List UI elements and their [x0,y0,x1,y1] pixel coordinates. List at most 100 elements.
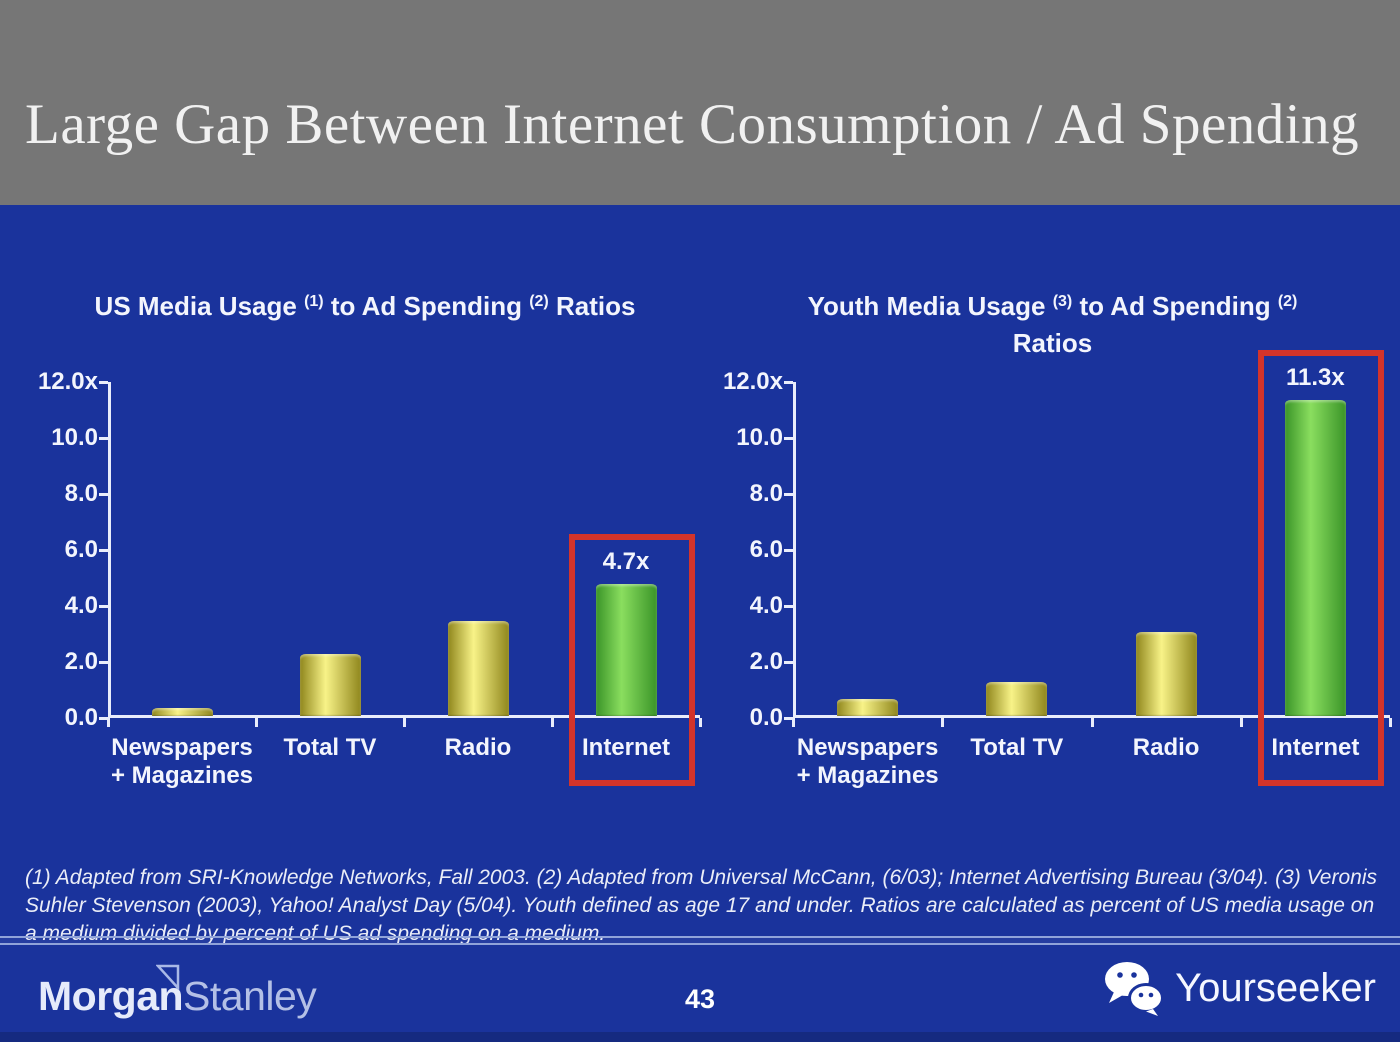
y-axis-tick [99,661,108,664]
plot-area: Newspapers + Magazines Total TV Radio Intern… [784,350,1392,789]
x-axis-line [108,715,700,718]
y-axis-tick [99,549,108,552]
bar-newspapers-magazines [151,708,213,716]
chart-title-text: Ratios [548,291,636,321]
category-label-text: + Magazines [110,762,254,789]
category-label-text: Total TV [970,734,1064,761]
y-axis-tick-label: 12.0x [722,368,783,395]
bar-total-tv [986,682,1048,716]
chart-title-text: Ratios [1012,328,1093,358]
y-axis-tick-label: 12.0x [37,368,98,395]
category-label-radio: Radio [1092,734,1241,762]
category-label-internet: Internet [1241,734,1390,762]
highlight-box [569,534,695,786]
chart-title-text: US Media Usage [94,291,305,321]
chart-us-media-usage: US Media Usage (1) to Ad Spending (2) Ra… [30,280,710,805]
y-axis-tick-label: 8.0 [64,480,98,507]
bar-value-label: 4.7x [602,548,650,575]
y-axis-tick [784,437,793,440]
x-axis-tick [255,718,258,727]
chart-title-text: to Ad Spending [1072,291,1278,321]
category-label-newspapers-magazines: Newspapers + Magazines [108,734,256,790]
category-label-text: Internet [1271,734,1360,761]
brand-stanley: Stanley [183,973,317,1019]
category-label-text: Newspapers [796,734,939,761]
category-label-text: Radio [444,734,512,761]
y-axis-tick [784,381,793,384]
category-label-text: Internet [581,734,670,761]
y-axis-tick [99,381,108,384]
slide-title: Large Gap Between Internet Consumption /… [25,93,1360,156]
y-axis-tick-label: 4.0 [64,592,98,619]
bar-radio [447,621,509,716]
y-axis-line [793,382,796,718]
category-label-total-tv: Total TV [256,734,404,762]
y-axis-tick [784,605,793,608]
chart-title-superscript: (2) [529,293,549,310]
y-axis-tick-label: 6.0 [749,536,783,563]
bar-total-tv [299,654,361,716]
plot-area: Newspapers + Magazines Total TV Radio Intern… [99,381,702,789]
bar-internet [595,584,657,716]
y-axis-tick [784,493,793,496]
slide-header: Large Gap Between Internet Consumption /… [0,0,1400,205]
category-label-internet: Internet [552,734,700,762]
bar-value-label: 11.3x [1286,364,1345,391]
x-axis-tick [941,718,945,727]
x-axis-tick [1389,718,1392,727]
y-axis-tick-label: 0.0 [64,704,98,731]
bottom-edge-strip [0,1032,1400,1042]
brand-morgan: Morgan [38,973,184,1019]
chart-title-superscript: (2) [1277,293,1298,310]
page-number: 43 [684,984,716,1014]
y-axis-tick [99,493,108,496]
category-label-text: Radio [1132,734,1200,761]
chart-title: US Media Usage (1) to Ad Spending (2) Ra… [30,290,700,327]
x-axis-tick [792,718,795,727]
y-axis-tick [784,717,793,720]
separator-line [0,936,1400,945]
chart-title-text: Youth Media Usage [807,291,1053,321]
y-axis-tick-label: 6.0 [64,536,98,563]
y-axis-tick-label: 2.0 [749,648,783,675]
partner-name: Yourseeker [1175,966,1376,1010]
wechat-icon [1105,962,1165,1016]
bar-newspapers-magazines [837,699,899,716]
y-axis-tick [99,437,108,440]
category-label-total-tv: Total TV [942,734,1091,762]
x-axis-tick [107,718,110,727]
y-axis-line [108,382,111,718]
y-axis-tick-label: 0.0 [749,704,783,731]
category-label-text: Total TV [283,734,377,761]
x-axis-tick [699,718,702,727]
y-axis-tick-label: 4.0 [749,592,783,619]
chart-title-text: to Ad Spending [323,291,530,321]
y-axis-tick-label: 10.0 [51,424,98,451]
x-axis-tick [1239,718,1243,727]
y-axis-tick [784,661,793,664]
y-axis-tick-label: 10.0 [736,424,783,451]
y-axis-tick [99,717,108,720]
y-axis-tick-label: 2.0 [64,648,98,675]
category-label-newspapers-magazines: Newspapers + Magazines [793,734,942,790]
y-axis-tick [99,605,108,608]
x-axis-tick [1090,718,1094,727]
highlight-box [1258,350,1385,786]
x-axis-tick [551,718,554,727]
morgan-stanley-logo: MorganStanley [38,964,317,1026]
partner-brand: Yourseeker [1103,956,1376,1020]
footnote: (1) Adapted from SRI-Knowledge Networks,… [25,866,1377,945]
x-axis-line [793,715,1390,718]
triangle-flag-icon [156,964,180,990]
chart-title-superscript: (3) [1052,293,1073,310]
category-label-radio: Radio [404,734,552,762]
bar-internet [1284,400,1346,716]
chart-youth-media-usage: Youth Media Usage (3) to Ad Spending (2)… [715,280,1400,805]
chart-title: Youth Media Usage (3) to Ad Spending (2)… [715,290,1390,360]
y-axis-tick [784,549,793,552]
x-axis-tick [403,718,406,727]
chart-title-superscript: (1) [304,293,324,310]
y-axis-tick-label: 8.0 [749,480,783,507]
bar-radio [1135,632,1197,716]
